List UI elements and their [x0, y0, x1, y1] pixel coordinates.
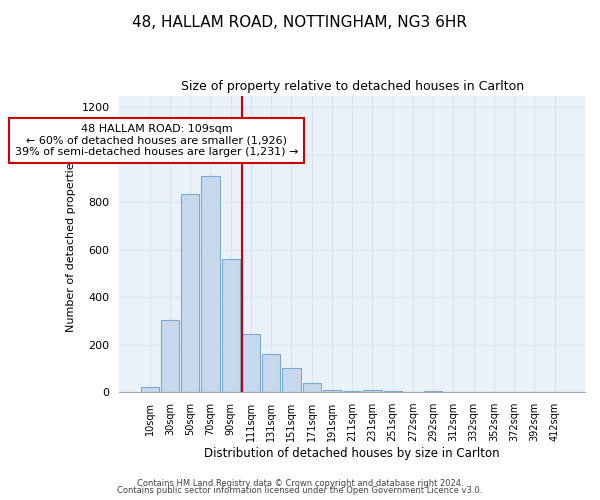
Bar — [424, 391, 442, 392]
Bar — [262, 354, 280, 392]
Title: Size of property relative to detached houses in Carlton: Size of property relative to detached ho… — [181, 80, 524, 93]
Y-axis label: Number of detached properties: Number of detached properties — [66, 156, 76, 332]
Bar — [242, 334, 260, 392]
Bar — [181, 194, 199, 392]
X-axis label: Distribution of detached houses by size in Carlton: Distribution of detached houses by size … — [205, 447, 500, 460]
Bar — [323, 390, 341, 392]
Bar — [302, 383, 321, 392]
Bar — [161, 320, 179, 392]
Text: Contains public sector information licensed under the Open Government Licence v3: Contains public sector information licen… — [118, 486, 482, 495]
Bar — [140, 388, 159, 392]
Bar — [383, 391, 402, 392]
Text: Contains HM Land Registry data © Crown copyright and database right 2024.: Contains HM Land Registry data © Crown c… — [137, 478, 463, 488]
Bar — [283, 368, 301, 392]
Text: 48, HALLAM ROAD, NOTTINGHAM, NG3 6HR: 48, HALLAM ROAD, NOTTINGHAM, NG3 6HR — [133, 15, 467, 30]
Bar — [201, 176, 220, 392]
Bar — [221, 260, 240, 392]
Bar — [364, 390, 382, 392]
Text: 48 HALLAM ROAD: 109sqm
← 60% of detached houses are smaller (1,926)
39% of semi-: 48 HALLAM ROAD: 109sqm ← 60% of detached… — [15, 124, 298, 157]
